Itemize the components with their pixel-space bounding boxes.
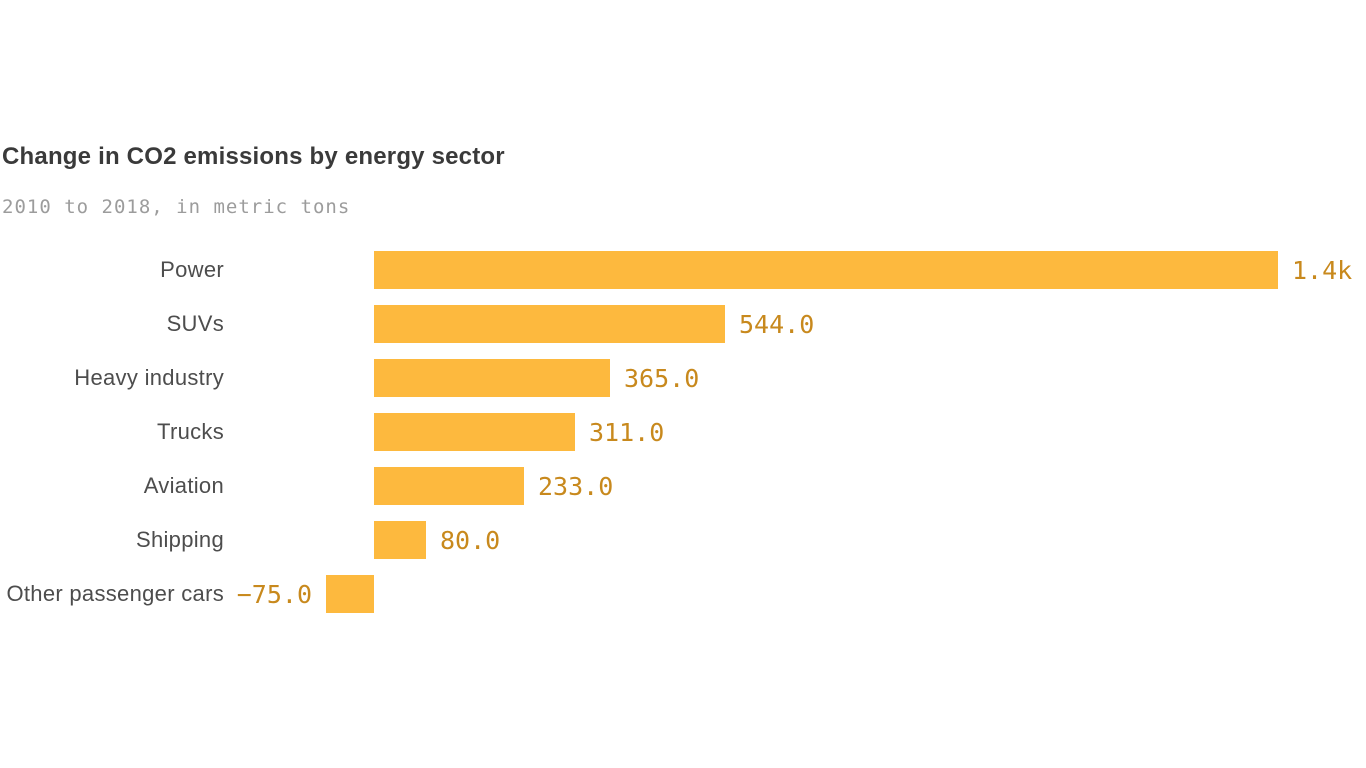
bar [326,575,374,613]
bar [374,467,524,505]
bar [374,251,1278,289]
value-label: 80.0 [440,525,501,555]
value-label: 544.0 [739,309,815,339]
bar [374,359,610,397]
bar [374,521,426,559]
value-label: 365.0 [624,363,700,393]
category-label: Shipping [135,527,224,552]
category-label: SUVs [166,311,224,336]
category-label: Trucks [157,419,224,444]
chart-subtitle: 2010 to 2018, in metric tons [2,196,351,218]
value-label: 1.4k [1292,255,1353,285]
value-label: 233.0 [538,471,614,501]
category-label: Heavy industry [74,365,224,390]
bar [374,305,725,343]
category-label: Aviation [143,473,224,498]
category-label: Power [160,257,224,282]
category-label: Other passenger cars [6,581,224,606]
value-label: −75.0 [236,579,312,609]
bar [374,413,575,451]
value-label: 311.0 [589,417,665,447]
chart-title: Change in CO2 emissions by energy sector [2,143,505,170]
